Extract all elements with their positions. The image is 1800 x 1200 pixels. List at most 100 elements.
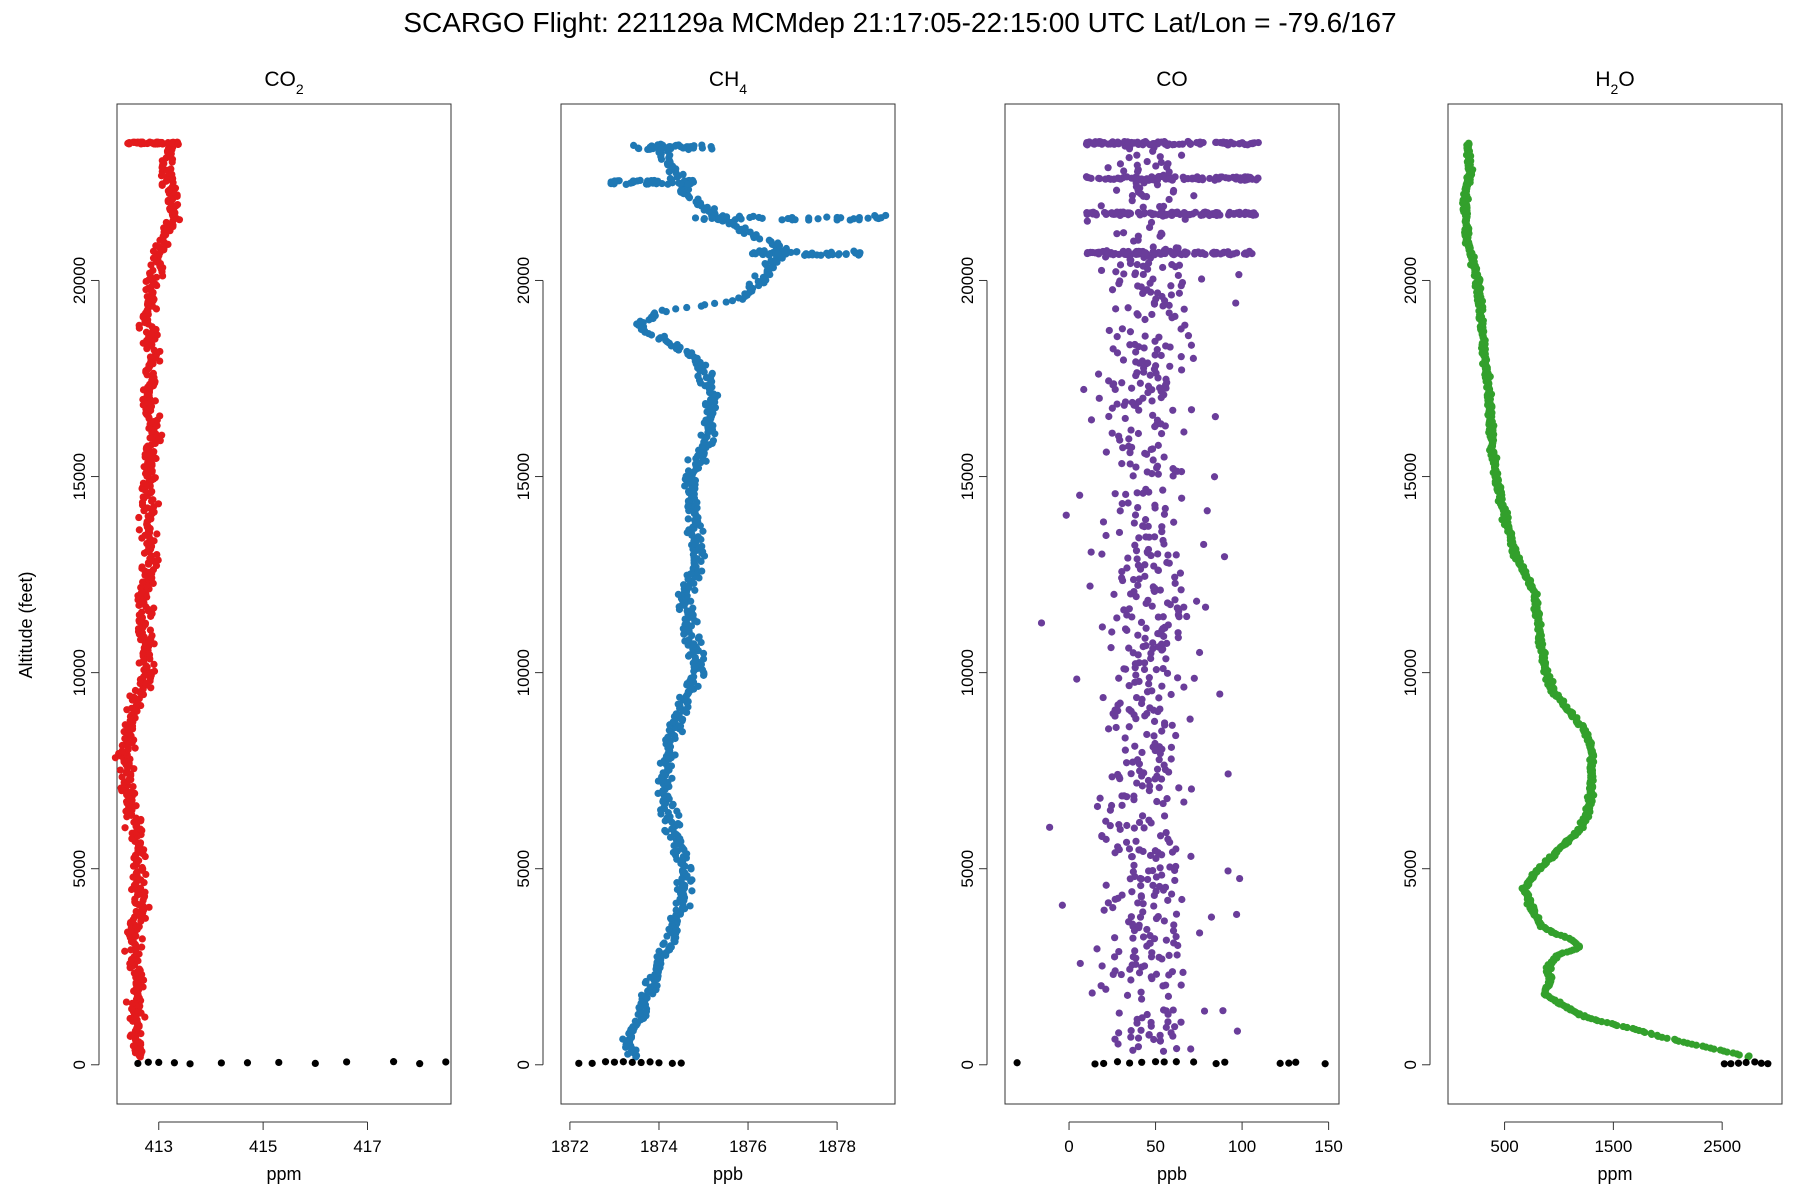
data-point [126, 692, 134, 700]
data-point [689, 604, 697, 612]
data-point [741, 224, 749, 232]
data-point [1114, 1040, 1122, 1048]
data-point [142, 328, 151, 336]
data-point [644, 145, 652, 154]
data-point [669, 800, 677, 808]
data-point [1062, 511, 1070, 519]
data-point [1172, 910, 1181, 918]
data-point [1094, 370, 1103, 378]
data-point [1133, 260, 1141, 269]
data-point [1149, 411, 1157, 419]
data-point [672, 710, 680, 718]
data-point [1114, 138, 1122, 146]
data-point [1153, 797, 1161, 806]
data-point [1089, 208, 1097, 216]
data-point [1104, 725, 1113, 733]
ch4-x-axis-title: ppb [713, 1164, 743, 1184]
data-point [1085, 174, 1093, 182]
data-point [1152, 666, 1160, 674]
data-point [167, 165, 175, 173]
data-point [1160, 540, 1168, 548]
data-point [1111, 934, 1119, 942]
data-point [1236, 874, 1244, 883]
data-point [1152, 887, 1160, 895]
data-point [774, 250, 782, 258]
data-point [1111, 967, 1119, 975]
ground-data-point [1221, 1058, 1229, 1066]
data-point [1127, 1033, 1135, 1041]
data-point [1095, 174, 1103, 182]
data-point [850, 247, 858, 255]
co-y-tick-label: 0 [958, 1060, 977, 1069]
data-point [141, 914, 149, 922]
data-point [1133, 1015, 1141, 1023]
data-point [154, 500, 163, 508]
data-point [156, 347, 164, 356]
data-point [1174, 634, 1182, 642]
ground-data-point [217, 1059, 225, 1067]
data-point [1124, 499, 1132, 507]
data-point [1145, 674, 1153, 682]
data-point [1164, 835, 1172, 843]
data-point [1232, 299, 1240, 307]
data-point [690, 640, 698, 648]
ground-data-point [1727, 1060, 1735, 1068]
data-point [1132, 837, 1140, 845]
data-point [1186, 140, 1195, 148]
data-point [1127, 976, 1135, 984]
data-point [1118, 801, 1126, 809]
data-point [1115, 1009, 1123, 1017]
data-point [698, 141, 706, 149]
data-point [1132, 358, 1140, 366]
data-point [699, 655, 708, 663]
h2o-y-tick-label: 5000 [1401, 850, 1420, 888]
data-point [660, 939, 668, 947]
data-point [1164, 896, 1172, 904]
data-point [637, 991, 646, 999]
data-point [749, 212, 757, 220]
data-point [1183, 612, 1191, 621]
data-point [1191, 249, 1199, 258]
data-point [700, 214, 708, 223]
data-point [1115, 528, 1124, 537]
data-point [149, 266, 157, 275]
co2-x-axis-title: ppm [266, 1164, 301, 1184]
data-point [1135, 534, 1143, 542]
data-point [1177, 981, 1185, 989]
data-point [1147, 819, 1155, 827]
data-point [823, 213, 831, 221]
data-point [1154, 912, 1162, 921]
ground-data-point [1151, 1058, 1160, 1066]
ground-data-point [1734, 1059, 1743, 1067]
data-point [1169, 465, 1177, 473]
data-point [1143, 730, 1151, 739]
data-point [1123, 209, 1131, 217]
data-point [1173, 1045, 1181, 1053]
ground-data-point [668, 1059, 676, 1067]
ground-data-point [1276, 1059, 1284, 1067]
data-point [1233, 173, 1241, 181]
data-point [1163, 378, 1171, 387]
co2-y-tick-label: 5000 [70, 850, 89, 888]
data-point [728, 297, 737, 305]
data-point [1216, 211, 1224, 219]
data-point [1175, 607, 1183, 615]
data-point [1148, 209, 1156, 217]
ch4-x-tick-label: 1878 [818, 1137, 856, 1156]
data-point [1120, 665, 1128, 673]
data-point [1076, 491, 1084, 499]
data-point [1093, 945, 1101, 953]
data-point [1164, 551, 1172, 559]
data-point [1162, 655, 1170, 663]
co-x-tick-label: 50 [1146, 1137, 1165, 1156]
data-point [158, 431, 166, 439]
data-point [697, 431, 705, 439]
data-point [1170, 939, 1178, 947]
data-point [1154, 566, 1163, 575]
data-point [1058, 901, 1066, 909]
data-point [1150, 1035, 1158, 1044]
data-point [833, 216, 841, 224]
data-point [1178, 895, 1186, 904]
data-point [1139, 908, 1147, 916]
